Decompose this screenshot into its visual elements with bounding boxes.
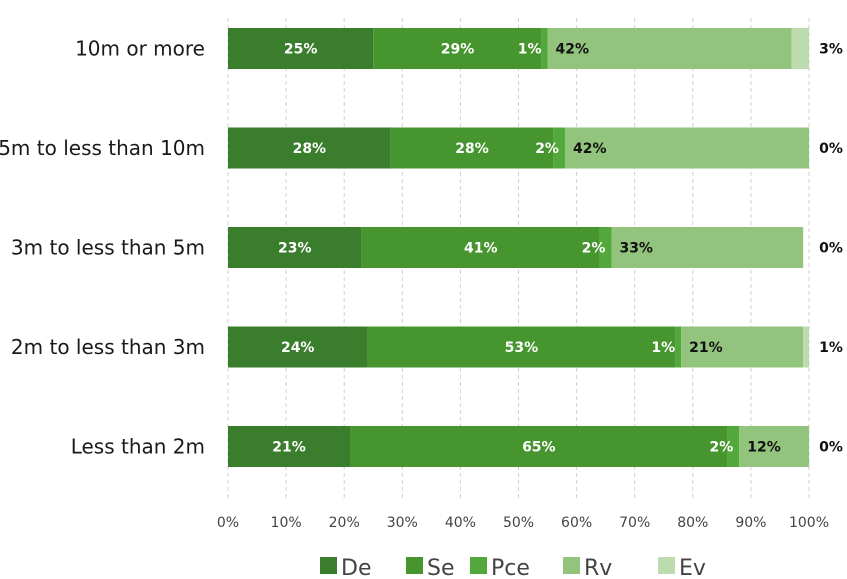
bar-segment: [727, 426, 740, 467]
legend-label: Pce: [491, 556, 530, 579]
data-label: 28%: [293, 141, 327, 157]
x-tick-label: 40%: [445, 515, 476, 531]
bar-segment: [228, 28, 374, 69]
x-tick-label: 90%: [735, 515, 766, 531]
data-label: 3%: [819, 42, 843, 58]
legend-label: Ev: [679, 556, 706, 579]
data-label: 23%: [278, 241, 312, 257]
bar-segment: [564, 127, 809, 169]
data-label: 1%: [518, 42, 542, 58]
bar-segment: [553, 127, 565, 169]
x-tick-label: 50%: [503, 515, 534, 531]
x-tick-label: 70%: [619, 515, 650, 531]
bar-segment: [547, 28, 792, 69]
x-tick-label: 80%: [677, 515, 708, 531]
category-labels: 10m or more 5m to less than 10m 3m to less…: [0, 37, 205, 459]
bar-segment: [350, 426, 728, 467]
data-label: 21%: [272, 440, 306, 456]
legend-label: Se: [427, 556, 455, 579]
category-label: 3m to less than 5m: [11, 236, 205, 260]
legend-swatch: [658, 557, 675, 574]
bar-segment: [599, 227, 612, 268]
bar-segment: [675, 326, 682, 368]
bar-segment: [361, 227, 600, 268]
data-label: 21%: [689, 340, 723, 356]
legend-swatch: [470, 557, 487, 574]
bar-segment: [681, 326, 804, 368]
data-label: 33%: [619, 241, 653, 257]
bar-segment: [390, 127, 554, 169]
data-label: 29%: [441, 42, 475, 58]
data-label: 0%: [819, 241, 843, 257]
data-label: 2%: [535, 141, 559, 157]
bar-segment: [228, 326, 368, 368]
legend-label: Rv: [584, 556, 612, 579]
category-label: 2m to less than 3m: [11, 335, 205, 359]
x-tick-label: 30%: [387, 515, 418, 531]
bar-segment: [541, 28, 548, 69]
data-label: 24%: [281, 340, 315, 356]
x-tick-label: 0%: [217, 515, 239, 531]
data-label: 65%: [522, 440, 556, 456]
bar-segment: [373, 28, 542, 69]
bar-segment: [791, 28, 809, 69]
data-label: 1%: [819, 340, 843, 356]
x-tick-label: 20%: [329, 515, 360, 531]
data-label: 2%: [709, 440, 733, 456]
x-tick-labels: 0% 10% 20% 30% 40% 50% 60% 70% 80% 90% 100%: [217, 515, 829, 531]
x-tick-label: 100%: [789, 515, 829, 531]
data-label: 0%: [819, 440, 843, 456]
category-label: Less than 2m: [71, 435, 205, 459]
data-label: 1%: [651, 340, 675, 356]
legend-swatch: [320, 557, 337, 574]
data-label: 41%: [464, 241, 498, 257]
bar-segment: [611, 227, 804, 268]
x-tick-label: 10%: [271, 515, 302, 531]
legend-label: De: [341, 556, 371, 579]
bar-segment: [739, 426, 809, 467]
data-label: 25%: [284, 42, 318, 58]
data-label: 42%: [573, 141, 607, 157]
bars: 25% 29% 1% 42% 3% 28% 28% 2% 42% 0% 23% 41% 2% 33% 0% 2…: [228, 28, 843, 467]
bar-segment: [803, 326, 809, 368]
category-label: 5m to less than 10m: [0, 136, 205, 160]
category-label: 10m or more: [75, 37, 205, 61]
x-tick-label: 60%: [561, 515, 592, 531]
legend-swatch: [563, 557, 580, 574]
data-label: 2%: [582, 241, 606, 257]
data-label: 28%: [455, 141, 489, 157]
data-label: 53%: [505, 340, 539, 356]
bar-segment: [228, 127, 391, 169]
data-label: 0%: [819, 141, 843, 157]
legend: De Se Pce Rv Ev: [320, 556, 706, 579]
bar-segment: [228, 227, 362, 268]
bar-segment: [228, 426, 351, 467]
bar-segment: [367, 326, 676, 368]
legend-swatch: [406, 557, 423, 574]
data-label: 12%: [747, 440, 781, 456]
data-label: 42%: [556, 42, 590, 58]
